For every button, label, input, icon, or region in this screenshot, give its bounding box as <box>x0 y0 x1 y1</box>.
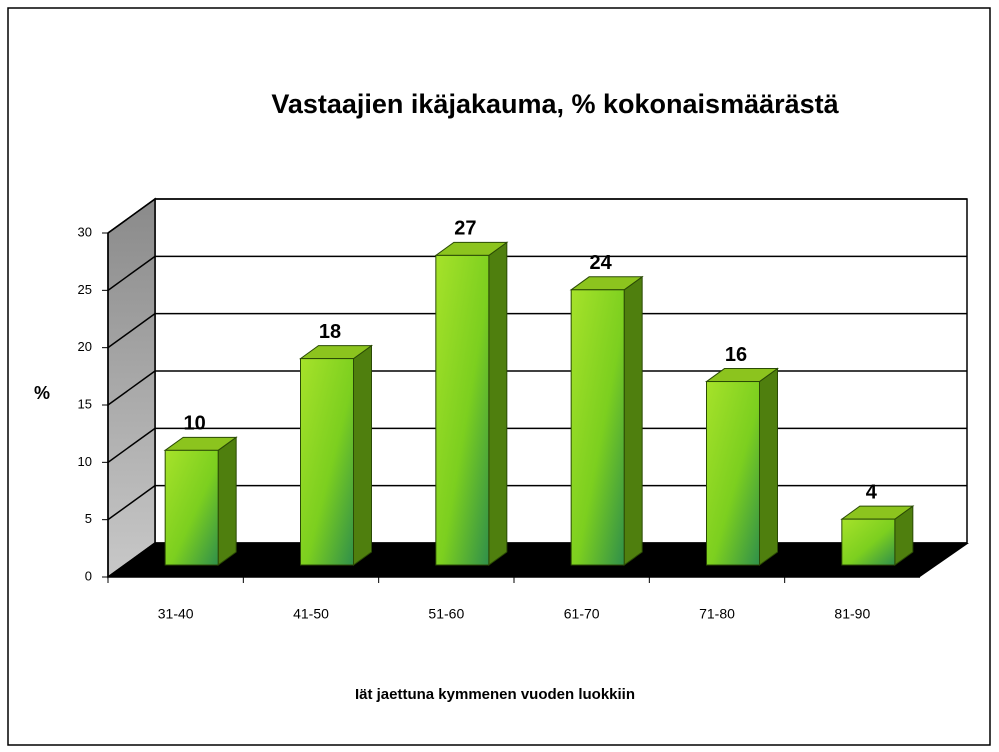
y-tick-label: 30 <box>78 224 92 239</box>
bar <box>570 289 625 566</box>
y-tick-label: 10 <box>78 454 92 469</box>
value-label: 27 <box>454 218 476 240</box>
bar-side <box>488 241 508 566</box>
bar-side <box>623 275 643 566</box>
value-label: 10 <box>184 413 206 435</box>
bar <box>435 254 490 566</box>
value-label: 4 <box>866 481 878 503</box>
bar <box>706 381 760 566</box>
x-tick-label: 51-60 <box>428 606 464 622</box>
x-tick-label: 81-90 <box>834 606 870 622</box>
x-tick-label: 71-80 <box>699 606 735 622</box>
value-label: 16 <box>725 344 747 366</box>
y-tick-label: 20 <box>78 339 92 354</box>
x-axis-label: Iät jaettuna kymmenen vuoden luokkiin <box>355 686 635 703</box>
chart-title: Vastaajien ikäjakauma, % kokonaismääräst… <box>271 89 839 119</box>
grid-line <box>107 313 156 349</box>
y-tick-label: 5 <box>85 511 92 526</box>
grid-line <box>107 485 156 521</box>
x-tick-label: 31-40 <box>158 606 194 622</box>
bar-side <box>217 436 237 566</box>
bar-side <box>353 344 372 566</box>
value-label: 24 <box>590 252 613 274</box>
grid-line <box>107 370 156 406</box>
x-tick-label: 41-50 <box>293 606 329 622</box>
y-tick-label: 25 <box>78 282 92 297</box>
grid-line <box>107 255 156 291</box>
x-tick-label: 61-70 <box>564 606 600 622</box>
bar-side <box>759 367 778 566</box>
grid-line <box>107 427 156 463</box>
y-tick-label: 15 <box>78 396 92 411</box>
bar <box>164 449 219 566</box>
y-axis-label: % <box>34 383 50 403</box>
value-label: 18 <box>319 321 341 343</box>
floor <box>108 543 969 577</box>
grid-line <box>107 198 156 234</box>
y-tick-label: 0 <box>85 568 92 583</box>
bar <box>841 518 896 566</box>
bar <box>300 358 354 566</box>
